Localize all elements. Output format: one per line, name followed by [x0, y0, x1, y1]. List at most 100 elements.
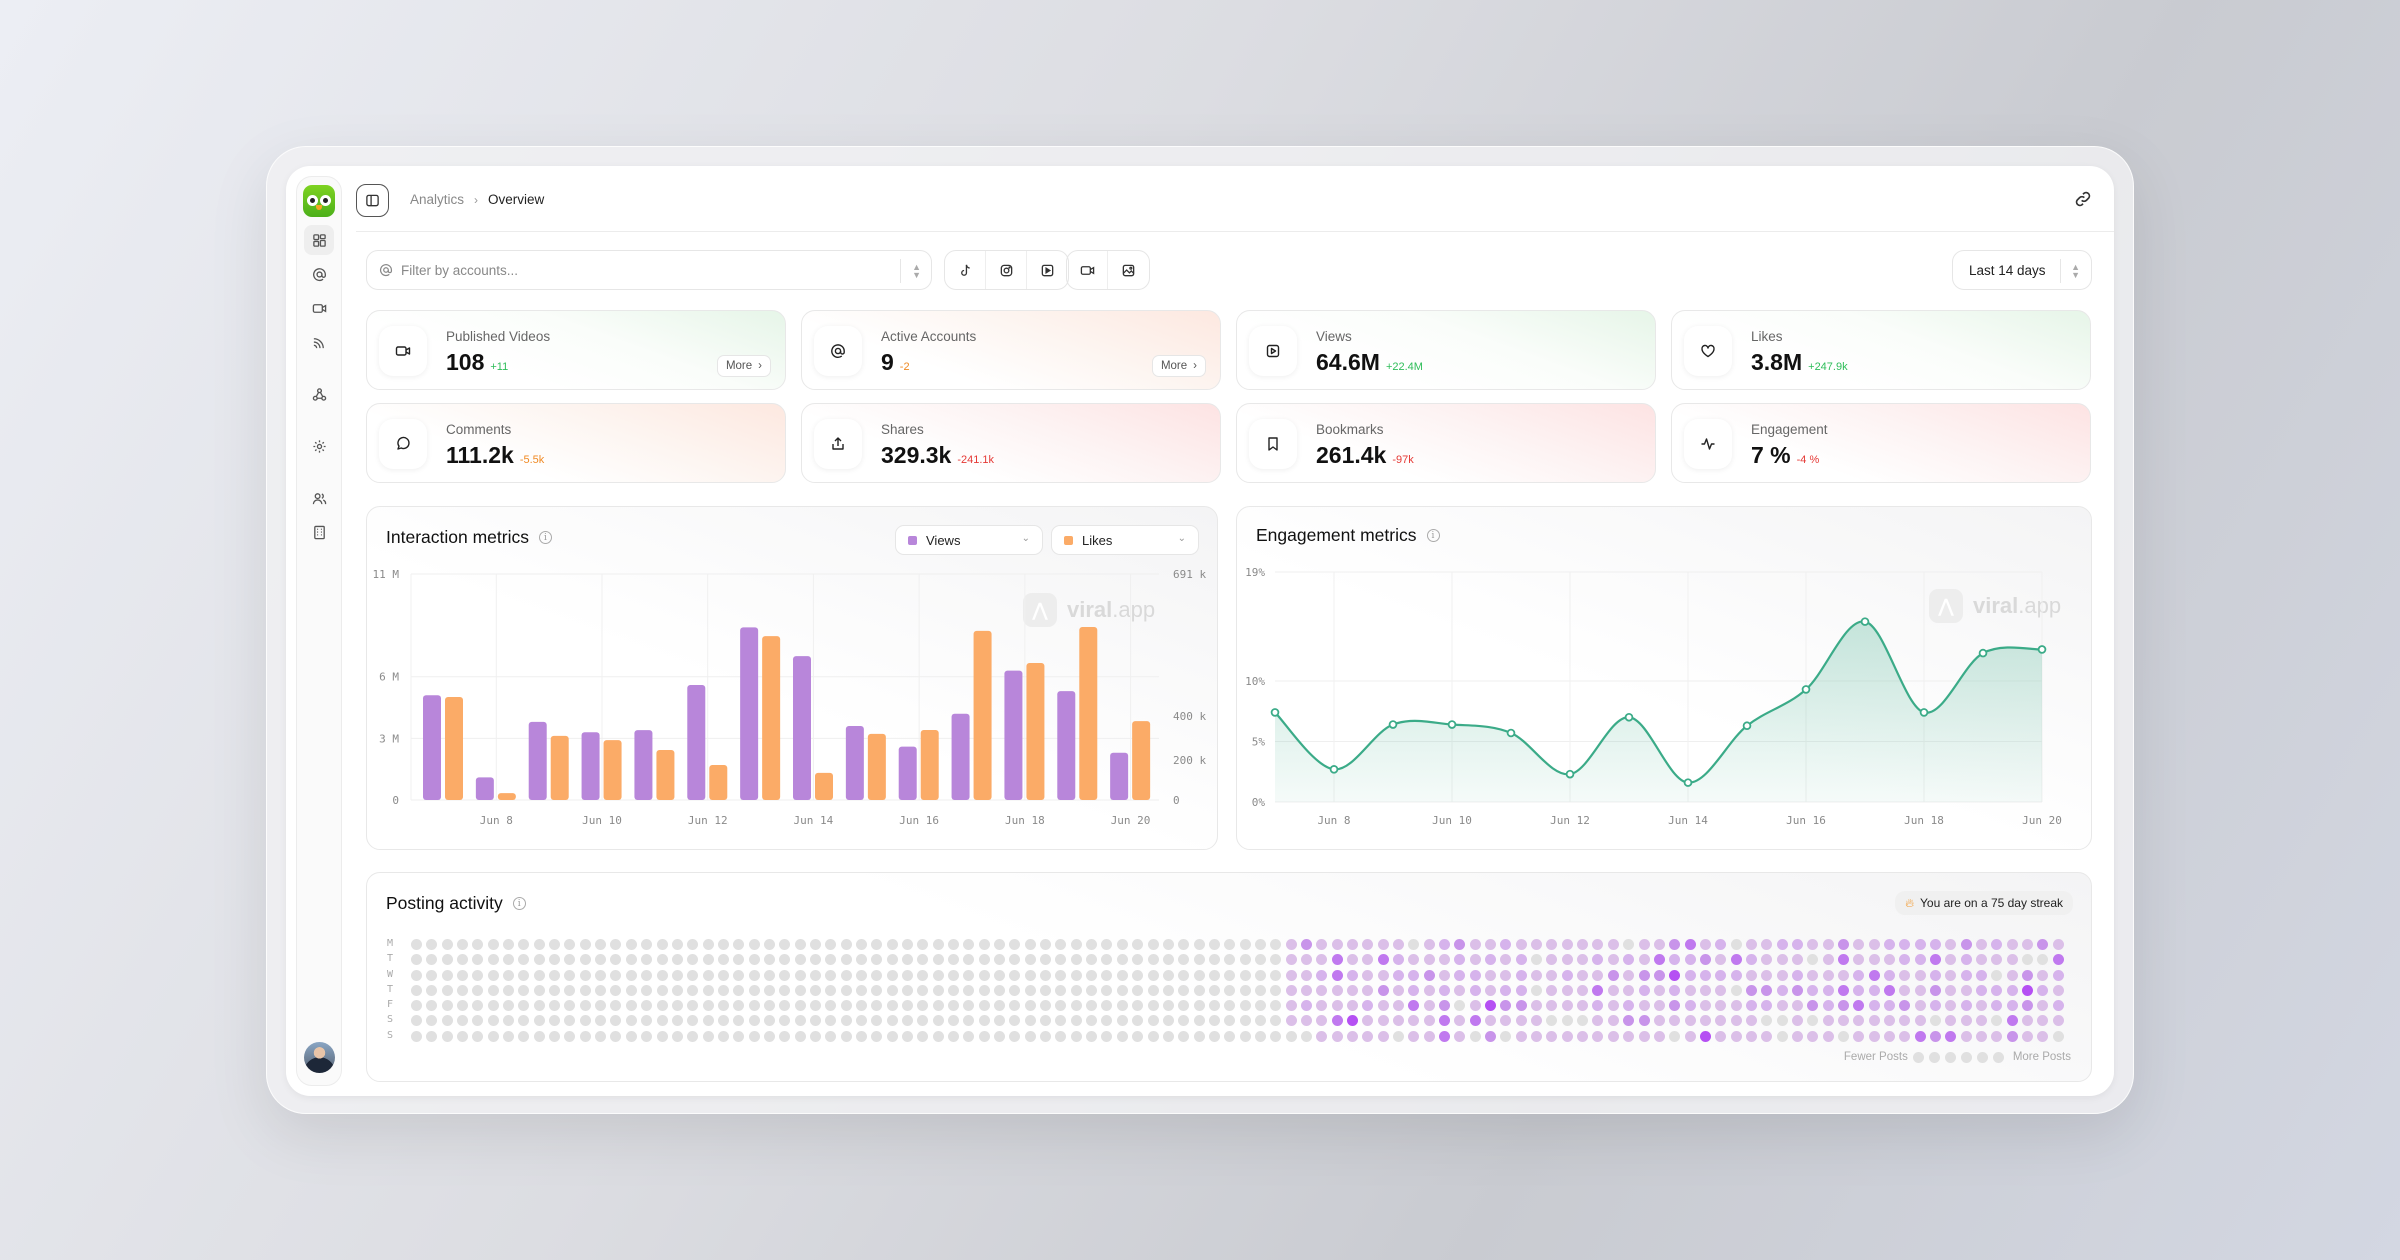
activity-dot[interactable]: [932, 984, 944, 996]
activity-dot[interactable]: [441, 954, 453, 966]
activity-dot[interactable]: [963, 1015, 975, 1027]
activity-dot[interactable]: [579, 939, 591, 950]
activity-dot[interactable]: [1500, 1015, 1512, 1027]
activity-dot[interactable]: [978, 969, 990, 981]
activity-dot[interactable]: [809, 939, 821, 950]
activity-dot[interactable]: [641, 969, 653, 981]
activity-dot[interactable]: [1316, 1000, 1328, 1012]
activity-dot[interactable]: [1300, 1000, 1312, 1012]
activity-dot[interactable]: [809, 984, 821, 996]
activity-dot[interactable]: [1208, 984, 1220, 996]
activity-dot[interactable]: [1914, 969, 1926, 981]
activity-dot[interactable]: [763, 1015, 775, 1027]
activity-dot[interactable]: [794, 1000, 806, 1012]
activity-dot[interactable]: [1362, 969, 1374, 981]
activity-dot[interactable]: [503, 984, 515, 996]
activity-dot[interactable]: [1086, 939, 1098, 950]
sidebar-item-accounts[interactable]: [304, 259, 334, 289]
activity-dot[interactable]: [1485, 954, 1497, 966]
activity-dot[interactable]: [1408, 1000, 1420, 1012]
activity-dot[interactable]: [1914, 939, 1926, 950]
activity-dot[interactable]: [1837, 984, 1849, 996]
activity-dot[interactable]: [825, 954, 837, 966]
activity-dot[interactable]: [1208, 939, 1220, 950]
activity-dot[interactable]: [855, 969, 867, 981]
activity-dot[interactable]: [503, 1030, 515, 1042]
activity-dot[interactable]: [902, 1015, 913, 1027]
activity-dot[interactable]: [948, 984, 960, 996]
activity-dot[interactable]: [1454, 1030, 1466, 1042]
activity-dot[interactable]: [564, 984, 576, 996]
activity-dot[interactable]: [1930, 984, 1942, 996]
activity-dot[interactable]: [1439, 1000, 1451, 1012]
activity-dot[interactable]: [1623, 969, 1635, 981]
activity-dot[interactable]: [1254, 1030, 1266, 1042]
activity-dot[interactable]: [1960, 1015, 1972, 1027]
activity-dot[interactable]: [687, 939, 699, 950]
activity-dot[interactable]: [994, 939, 1006, 950]
activity-dot[interactable]: [1178, 939, 1190, 950]
activity-dot[interactable]: [1945, 1030, 1957, 1042]
activity-dot[interactable]: [1577, 969, 1589, 981]
activity-dot[interactable]: [1884, 954, 1895, 966]
activity-dot[interactable]: [533, 984, 545, 996]
activity-dot[interactable]: [472, 954, 484, 966]
activity-dot[interactable]: [1147, 1030, 1159, 1042]
activity-dot[interactable]: [1976, 1000, 1988, 1012]
activity-dot[interactable]: [932, 1030, 944, 1042]
activity-dot[interactable]: [840, 1030, 852, 1042]
sidebar-item-team[interactable]: [304, 483, 334, 513]
activity-dot[interactable]: [1638, 954, 1650, 966]
activity-dot[interactable]: [1561, 1015, 1573, 1027]
activity-dot[interactable]: [457, 1000, 469, 1012]
activity-dot[interactable]: [1607, 954, 1619, 966]
activity-dot[interactable]: [1715, 939, 1727, 950]
activity-dot[interactable]: [2052, 984, 2064, 996]
activity-dot[interactable]: [1653, 1030, 1665, 1042]
activity-dot[interactable]: [1653, 939, 1665, 950]
activity-dot[interactable]: [1270, 1015, 1282, 1027]
activity-dot[interactable]: [656, 969, 668, 981]
activity-dot[interactable]: [1362, 984, 1374, 996]
activity-dot[interactable]: [948, 969, 960, 981]
activity-dot[interactable]: [1346, 954, 1358, 966]
activity-dot[interactable]: [1346, 939, 1358, 950]
activity-dot[interactable]: [1393, 954, 1404, 966]
activity-dot[interactable]: [1346, 1030, 1358, 1042]
activity-dot[interactable]: [902, 1030, 913, 1042]
activity-dot[interactable]: [1807, 984, 1819, 996]
activity-dot[interactable]: [1439, 954, 1451, 966]
activity-dot[interactable]: [1546, 969, 1558, 981]
activity-dot[interactable]: [1577, 1030, 1589, 1042]
activity-dot[interactable]: [2037, 1015, 2049, 1027]
activity-dot[interactable]: [1454, 969, 1466, 981]
activity-dot[interactable]: [1914, 1030, 1926, 1042]
activity-dot[interactable]: [1807, 1015, 1819, 1027]
activity-dot[interactable]: [855, 1000, 867, 1012]
activity-dot[interactable]: [1070, 939, 1082, 950]
activity-dot[interactable]: [1254, 1000, 1266, 1012]
activity-dot[interactable]: [840, 1015, 852, 1027]
activity-dot[interactable]: [1485, 939, 1497, 950]
activity-dot[interactable]: [1515, 954, 1527, 966]
activity-dot[interactable]: [1377, 939, 1389, 950]
activity-dot[interactable]: [794, 984, 806, 996]
activity-dot[interactable]: [671, 1000, 683, 1012]
activity-dot[interactable]: [1393, 984, 1404, 996]
activity-dot[interactable]: [886, 1015, 898, 1027]
activity-dot[interactable]: [1331, 1000, 1343, 1012]
activity-dot[interactable]: [1208, 1030, 1220, 1042]
activity-dot[interactable]: [2052, 1015, 2064, 1027]
activity-dot[interactable]: [733, 969, 745, 981]
activity-dot[interactable]: [2006, 1000, 2018, 1012]
activity-dot[interactable]: [610, 939, 622, 950]
activity-dot[interactable]: [1561, 939, 1573, 950]
activity-dot[interactable]: [1224, 1015, 1236, 1027]
activity-dot[interactable]: [1991, 939, 2003, 950]
activity-dot[interactable]: [1776, 969, 1788, 981]
activity-dot[interactable]: [1745, 969, 1757, 981]
activity-dot[interactable]: [1070, 969, 1082, 981]
activity-dot[interactable]: [641, 984, 653, 996]
activity-dot[interactable]: [1899, 954, 1911, 966]
activity-dot[interactable]: [1285, 1015, 1297, 1027]
